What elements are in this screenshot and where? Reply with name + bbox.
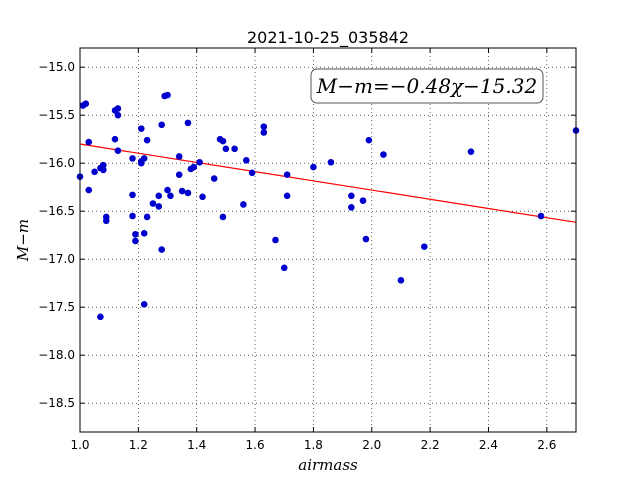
data-point bbox=[222, 145, 230, 153]
data-point bbox=[219, 213, 227, 221]
data-point bbox=[272, 236, 279, 244]
plot-frame bbox=[79, 47, 577, 433]
data-point bbox=[140, 229, 148, 237]
data-point bbox=[175, 153, 183, 160]
y-tick-label: −16.0 bbox=[38, 156, 75, 170]
data-point bbox=[537, 212, 545, 220]
data-point bbox=[184, 189, 192, 197]
data-point bbox=[219, 137, 227, 145]
data-point bbox=[129, 212, 136, 220]
data-point bbox=[158, 246, 165, 253]
y-tick-label: −18.0 bbox=[38, 348, 75, 362]
data-point bbox=[100, 166, 107, 174]
data-point bbox=[149, 200, 157, 207]
y-tick-label: −16.5 bbox=[38, 204, 75, 218]
data-point bbox=[114, 105, 122, 112]
fit-line-layer bbox=[79, 143, 577, 223]
data-point bbox=[164, 91, 171, 99]
x-tick-label: 2.0 bbox=[362, 438, 381, 452]
x-tick-label: 1.2 bbox=[129, 438, 148, 452]
data-point bbox=[380, 151, 387, 158]
data-point bbox=[155, 192, 163, 200]
data-point bbox=[310, 163, 317, 171]
data-point bbox=[420, 243, 428, 251]
data-point bbox=[85, 138, 93, 146]
annotation-text: M−m=−0.48χ−15.32 bbox=[316, 74, 537, 98]
chart-title: 2021-10-25_035842 bbox=[247, 28, 409, 48]
data-point bbox=[129, 155, 136, 162]
data-point bbox=[190, 163, 198, 171]
x-tick-label: 1.4 bbox=[187, 438, 206, 452]
data-point bbox=[97, 313, 104, 321]
x-tick-label: 1.8 bbox=[304, 438, 323, 452]
annotation-box bbox=[310, 68, 544, 104]
x-tick-label: 2.4 bbox=[479, 438, 498, 452]
data-point bbox=[243, 157, 250, 164]
data-point bbox=[167, 192, 174, 200]
data-point bbox=[248, 169, 256, 177]
y-tick-label: −17.5 bbox=[38, 300, 75, 314]
data-point bbox=[196, 158, 203, 166]
data-point bbox=[348, 192, 355, 200]
data-point bbox=[143, 136, 151, 144]
data-point bbox=[260, 123, 268, 131]
data-point bbox=[137, 159, 145, 167]
data-point bbox=[132, 230, 139, 238]
data-point bbox=[210, 175, 218, 182]
data-point bbox=[184, 119, 192, 127]
data-point bbox=[164, 186, 171, 194]
data-point bbox=[132, 237, 139, 245]
y-tick-label: −17.0 bbox=[38, 252, 75, 266]
data-point bbox=[100, 161, 107, 169]
data-point bbox=[280, 264, 288, 272]
data-point bbox=[397, 277, 405, 284]
data-point bbox=[283, 192, 291, 200]
data-point bbox=[240, 201, 247, 208]
data-point bbox=[362, 235, 370, 243]
x-axis-label: airmass bbox=[298, 456, 358, 474]
data-point bbox=[85, 186, 93, 194]
x-tick-label: 1.0 bbox=[70, 438, 89, 452]
data-point bbox=[467, 148, 475, 155]
data-point bbox=[140, 155, 148, 162]
y-tick-label: −18.5 bbox=[38, 396, 75, 410]
data-point bbox=[140, 301, 148, 308]
data-point bbox=[137, 125, 145, 132]
data-point bbox=[359, 197, 367, 204]
data-point bbox=[158, 121, 165, 129]
data-point bbox=[82, 100, 90, 107]
data-point bbox=[327, 158, 335, 166]
data-point bbox=[143, 213, 151, 221]
y-tick-label: −15.0 bbox=[38, 60, 75, 74]
data-point bbox=[260, 129, 268, 136]
fit-line bbox=[79, 143, 577, 223]
axis-ticks: 1.0 1.2 1.4 1.6 1.8 2.0 2.2 2.4 2.6 −15.0 −15.5 −16… bbox=[38, 48, 576, 452]
data-point bbox=[365, 136, 373, 144]
x-tick-label: 1.6 bbox=[246, 438, 265, 452]
data-point bbox=[199, 193, 206, 201]
y-axis-label: M−m bbox=[14, 219, 32, 262]
equation-annotation: M−m=−0.48χ−15.32 bbox=[310, 68, 544, 104]
data-point bbox=[231, 145, 238, 153]
data-point bbox=[111, 135, 119, 143]
data-point bbox=[348, 204, 355, 211]
y-tick-label: −15.5 bbox=[38, 108, 75, 122]
data-points bbox=[76, 91, 580, 321]
data-point bbox=[114, 111, 122, 119]
data-point bbox=[175, 171, 183, 179]
x-tick-label: 2.2 bbox=[421, 438, 440, 452]
data-point bbox=[91, 168, 98, 176]
data-point bbox=[102, 217, 110, 225]
data-point bbox=[114, 147, 122, 155]
x-tick-label: 2.6 bbox=[537, 438, 556, 452]
data-point bbox=[155, 203, 163, 210]
data-point bbox=[129, 191, 136, 199]
data-point bbox=[178, 187, 186, 195]
data-point bbox=[283, 171, 291, 179]
